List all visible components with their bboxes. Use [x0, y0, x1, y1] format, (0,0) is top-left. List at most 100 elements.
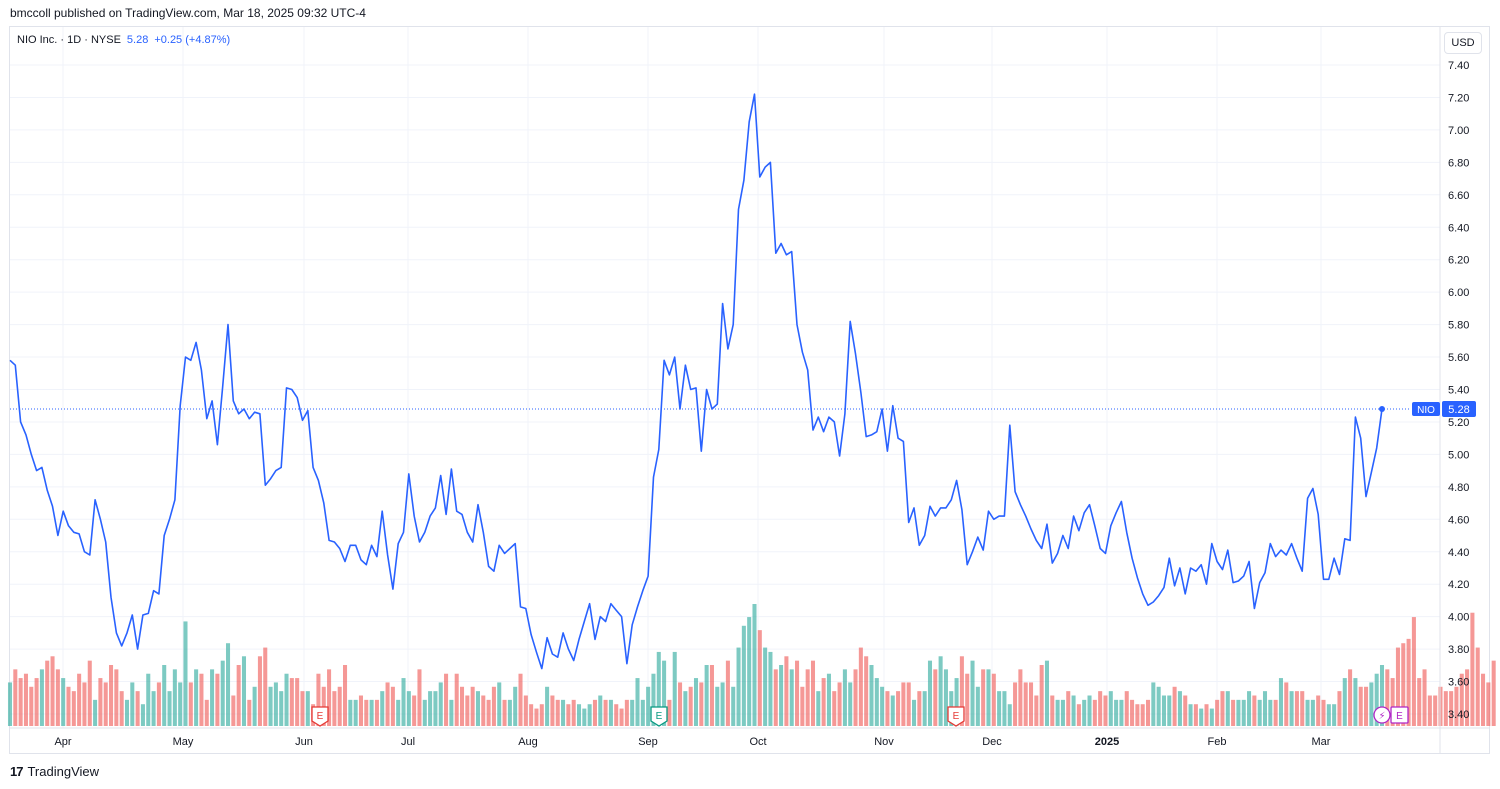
volume-bar	[1443, 691, 1448, 726]
volume-bar	[1092, 699, 1097, 726]
volume-bar	[374, 699, 379, 726]
volume-bar	[1342, 678, 1347, 726]
volume-bar	[257, 656, 262, 726]
volume-bar	[1199, 708, 1204, 726]
chart-frame	[9, 26, 1490, 754]
volume-bar	[1156, 686, 1161, 726]
currency-selector[interactable]: USD	[1444, 32, 1482, 54]
x-tick-label: Oct	[749, 736, 766, 748]
volume-bar	[1098, 691, 1103, 726]
y-tick-label: 4.80	[1448, 482, 1469, 494]
volume-bar	[151, 691, 156, 726]
volume-bar	[848, 682, 853, 726]
x-tick-label: May	[173, 736, 194, 748]
volume-bar	[1130, 699, 1135, 726]
volume-bar	[491, 686, 496, 726]
volume-bar	[975, 686, 980, 726]
volume-bar	[576, 704, 582, 726]
volume-bar	[635, 678, 640, 726]
x-tick-label: Feb	[1208, 736, 1227, 748]
volume-bar	[1018, 669, 1023, 726]
volume-bar	[667, 699, 672, 726]
volume-bar	[247, 699, 252, 726]
volume-bar	[901, 682, 906, 726]
volume-bar	[385, 682, 390, 726]
volume-bar	[688, 686, 693, 726]
event-markers[interactable]: E E E ⚡ E	[311, 706, 1409, 727]
y-tick-label: 3.60	[1448, 677, 1469, 689]
volume-bar	[305, 691, 310, 726]
volume-bar	[1119, 699, 1124, 726]
y-tick-label: 5.80	[1448, 320, 1469, 332]
volume-bar	[582, 708, 587, 726]
volume-bar	[731, 686, 736, 726]
volume-bar	[1209, 708, 1214, 726]
volume-bar	[1188, 704, 1193, 726]
earnings-icon[interactable]: E	[947, 706, 965, 727]
volume-bar	[603, 699, 608, 726]
volume-bar	[656, 651, 661, 726]
volume-bar	[566, 704, 571, 726]
volume-bar	[1252, 695, 1257, 726]
earnings-icon[interactable]: E	[311, 706, 329, 727]
volume-bar	[475, 691, 480, 726]
y-tick-label: 5.40	[1448, 385, 1469, 397]
symbol-tag	[1412, 401, 1440, 416]
volume-bar	[943, 669, 948, 726]
volume-bar	[858, 647, 863, 726]
volume-bar	[592, 699, 597, 726]
volume-bar	[1225, 691, 1230, 726]
volume-bar	[284, 673, 289, 726]
volume-bar	[194, 669, 199, 726]
volume-bar	[353, 699, 358, 726]
earnings-icon-letter: E	[656, 711, 663, 722]
price-tag-label: 5.28	[1448, 404, 1469, 416]
volume-bar	[1310, 699, 1315, 726]
x-tick-label: Jun	[295, 736, 313, 748]
volume-bar	[1294, 691, 1299, 726]
earnings-icon[interactable]: E	[650, 706, 668, 727]
volume-bar	[1262, 691, 1268, 726]
volume-bar	[183, 621, 188, 726]
upcoming-earnings-icon[interactable]: E	[1390, 706, 1409, 724]
flash-event-icon[interactable]: ⚡	[1373, 706, 1391, 724]
volume-bar	[82, 682, 87, 726]
earnings-icon-letter: E	[953, 711, 960, 722]
volume-bar	[1140, 704, 1145, 726]
volume-bar	[1082, 699, 1087, 726]
tradingview-brand[interactable]: 17 TradingView	[10, 764, 99, 779]
volume-bar	[1459, 673, 1464, 726]
volume-bar	[805, 669, 810, 726]
volume-bar	[18, 678, 23, 726]
volume-bar	[912, 699, 917, 726]
volume-bar	[1433, 695, 1438, 726]
volume-bar	[1401, 643, 1406, 726]
volume-bars	[7, 604, 1496, 726]
volume-bar	[1044, 660, 1049, 726]
y-tick-label: 4.00	[1448, 612, 1469, 624]
legend-price: 5.28	[126, 34, 149, 46]
volume-bar	[1406, 638, 1411, 726]
volume-bar	[401, 678, 406, 726]
y-tick-label: 5.00	[1448, 449, 1469, 461]
volume-bar	[1284, 682, 1289, 726]
volume-bar	[1204, 704, 1209, 726]
volume-bar	[1358, 686, 1363, 726]
volume-bar	[332, 691, 337, 726]
volume-bar	[1231, 699, 1236, 726]
symbol-legend[interactable]: NIO Inc. · 1D · NYSE 5.28 +0.25 (+4.87%)	[17, 34, 230, 46]
volume-bar	[1161, 695, 1166, 726]
volume-bar	[709, 665, 714, 726]
x-tick-label: Mar	[1312, 736, 1331, 748]
volume-bar	[119, 691, 124, 726]
volume-bar	[459, 686, 465, 726]
axes: 7.40 7.20 7.00 6.80 6.60 6.40 6.20 6.00 5.80 5.60…	[10, 27, 1490, 754]
volume-bar	[997, 691, 1002, 726]
volume-bar	[1135, 704, 1140, 726]
volume-bar	[784, 656, 789, 726]
volume-bar	[534, 708, 539, 726]
volume-bar	[874, 678, 879, 726]
volume-bar	[816, 691, 821, 726]
volume-bar	[598, 695, 603, 726]
